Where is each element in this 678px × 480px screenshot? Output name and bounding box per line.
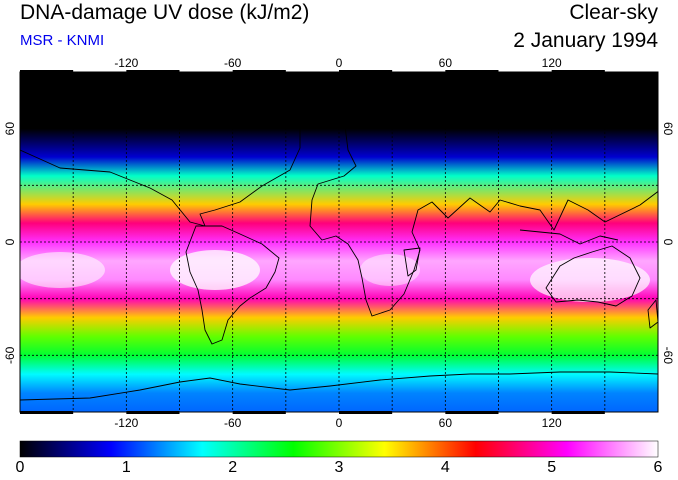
- hotspot-africa: [360, 254, 420, 286]
- north-america-coast: [20, 72, 301, 227]
- colorbar-tick-label: 1: [121, 459, 131, 476]
- frame-tick-segment: [232, 411, 286, 414]
- madagascar-coast: [403, 247, 421, 277]
- lon-tick-label-top: 0: [336, 56, 343, 70]
- map-title: DNA-damage UV dose (kJ/m2): [20, 1, 310, 24]
- lat-tick-label-right: 60: [661, 122, 675, 136]
- frame-tick-segment: [126, 411, 180, 414]
- frame-tick-segment: [551, 411, 605, 414]
- sky-condition-label: Clear-sky: [569, 1, 658, 24]
- lat-tick-label-left: -60: [3, 346, 17, 364]
- lon-tick-label-top: 120: [542, 56, 562, 70]
- lon-tick-label-top: -60: [224, 56, 242, 70]
- frame-tick-segment: [126, 70, 180, 73]
- colorbar-tick-label: 0: [15, 459, 25, 476]
- coastlines: [20, 72, 658, 401]
- eurasia-africa-coast: [309, 72, 658, 317]
- dose-variations: [20, 250, 650, 302]
- hotspot-south-america: [170, 250, 260, 290]
- frame-tick-segment: [339, 70, 393, 73]
- lon-tick-label-bottom: -60: [224, 416, 242, 430]
- lat-tick-label-left: 0: [3, 238, 17, 245]
- frame-tick-segment: [20, 411, 74, 414]
- greenland-coast: [249, 72, 331, 121]
- hotspot-australia: [530, 258, 650, 302]
- frame-tick-segment: [20, 70, 74, 73]
- graticule: [20, 72, 658, 412]
- lon-tick-label-bottom: 0: [336, 416, 343, 430]
- lat-tick-label-left: 60: [3, 122, 17, 136]
- colorbar: [19, 440, 659, 458]
- lon-tick-label-bottom: -120: [114, 416, 138, 430]
- new-zealand-coast: [647, 299, 658, 329]
- lon-tick-label-top: -120: [114, 56, 138, 70]
- frame-tick-segment: [232, 70, 286, 73]
- south-america-coast: [185, 225, 280, 345]
- frame-tick-segment: [445, 70, 499, 73]
- colorbar-tick-label: 5: [547, 459, 557, 476]
- lon-tick-label-top: 60: [439, 56, 453, 70]
- colorbar-tick-label: 3: [334, 459, 344, 476]
- frame-tick-segment: [551, 70, 605, 73]
- lon-tick-label-bottom: 120: [542, 416, 562, 430]
- source-label: MSR - KNMI: [20, 32, 105, 49]
- colorbar-tick-label: 6: [653, 459, 663, 476]
- date-label: 2 January 1994: [513, 29, 658, 52]
- frame-tick-segment: [445, 411, 499, 414]
- colorbar-tick-label: 2: [228, 459, 238, 476]
- lat-tick-label-right: -60: [661, 347, 675, 365]
- antarctica-coast: [20, 371, 658, 401]
- colorbar-tick-label: 4: [440, 459, 450, 476]
- indonesia-coast: [519, 229, 619, 245]
- australia-coast: [545, 245, 641, 307]
- hotspot-pacific: [20, 252, 105, 288]
- frame-tick-segment: [339, 411, 393, 414]
- tick-labels: -120 -120 -60 -60 0 0 60 60 120 120 60 60 0 0 -60 -60: [3, 56, 675, 430]
- lon-tick-label-bottom: 60: [439, 416, 453, 430]
- lat-tick-label-right: 0: [661, 239, 675, 246]
